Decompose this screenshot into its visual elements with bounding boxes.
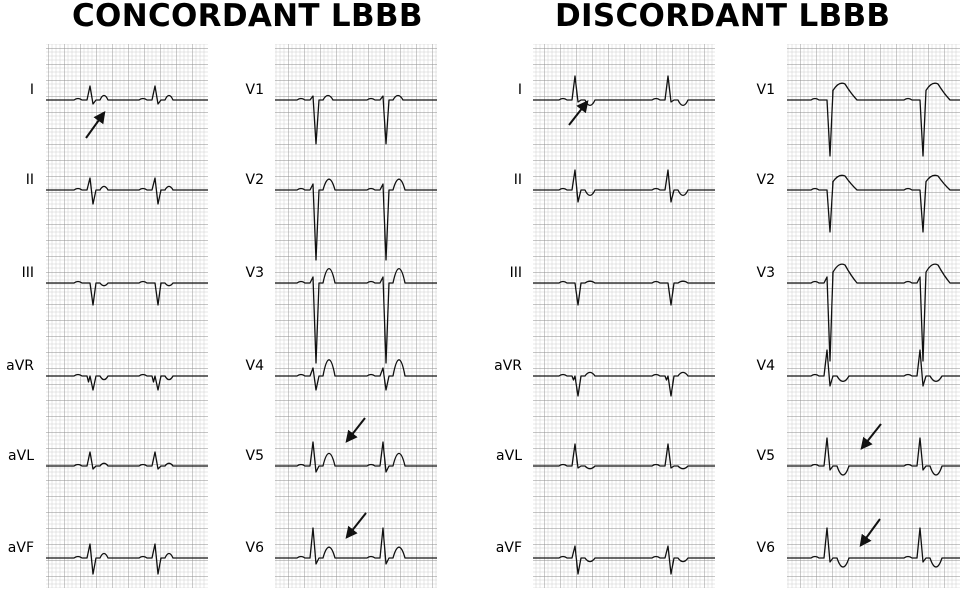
lead-label-concordant-aVL: aVL xyxy=(8,448,34,464)
ecg-trace-discordant-II xyxy=(533,169,715,203)
lead-label-discordant-aVF: aVF xyxy=(496,540,522,556)
ecg-trace-discordant-V2 xyxy=(787,174,960,233)
lead-label-concordant-V2: V2 xyxy=(246,172,264,188)
lead-label-discordant-II: II xyxy=(514,172,522,188)
ecg-trace-discordant-V3 xyxy=(787,263,960,362)
grid-panel-concordant-precordial xyxy=(275,44,437,588)
lead-label-concordant-V5: V5 xyxy=(246,448,264,464)
grid-panel-discordant-limb xyxy=(533,44,715,588)
grid-panel-concordant-limb xyxy=(46,44,208,588)
lead-label-concordant-II: II xyxy=(26,172,34,188)
ecg-trace-discordant-aVF xyxy=(533,545,715,575)
lead-label-discordant-I: I xyxy=(518,82,522,98)
lead-label-discordant-V1: V1 xyxy=(757,82,775,98)
arrow-discordant-V6 xyxy=(859,518,881,547)
ecg-traces xyxy=(46,75,960,575)
ecg-trace-concordant-aVF xyxy=(46,543,208,575)
ecg-trace-concordant-III xyxy=(46,280,208,306)
ecg-trace-discordant-V1 xyxy=(787,82,960,157)
ecg-trace-concordant-V1 xyxy=(275,94,437,145)
ecg-trace-concordant-II xyxy=(46,177,208,205)
arrow-discordant-I xyxy=(568,100,589,126)
lead-labels: IIIIIIaVRaVLaVFV1V2V3V4V5V6IIIIIIaVRaVLa… xyxy=(6,82,775,556)
lead-label-discordant-V3: V3 xyxy=(757,265,775,281)
ecg-trace-discordant-V4 xyxy=(787,349,960,387)
ecg-trace-discordant-V6 xyxy=(787,527,960,568)
concordant-title: CONCORDANT LBBB xyxy=(72,0,423,34)
ecg-trace-concordant-V6 xyxy=(275,527,437,565)
lead-label-discordant-III: III xyxy=(510,265,522,281)
ecg-trace-concordant-aVL xyxy=(46,451,208,470)
lead-label-concordant-aVF: aVF xyxy=(8,540,34,556)
ecg-trace-discordant-aVR xyxy=(533,371,715,397)
lead-label-concordant-I: I xyxy=(30,82,34,98)
arrow-concordant-V5 xyxy=(345,417,366,443)
lead-label-concordant-aVR: aVR xyxy=(6,358,34,374)
lead-label-discordant-aVL: aVL xyxy=(496,448,522,464)
arrows xyxy=(85,100,882,547)
ecg-trace-discordant-I xyxy=(533,75,715,107)
arrow-discordant-V5 xyxy=(860,423,882,450)
lead-label-concordant-V6: V6 xyxy=(246,540,265,556)
lead-label-discordant-V2: V2 xyxy=(757,172,775,188)
ecg-trace-discordant-III xyxy=(533,280,715,306)
ecg-trace-discordant-aVL xyxy=(533,443,715,470)
lead-label-concordant-III: III xyxy=(22,265,34,281)
lead-label-discordant-V5: V5 xyxy=(757,448,775,464)
arrow-concordant-I xyxy=(85,111,106,139)
ecg-trace-concordant-V5 xyxy=(275,441,437,473)
lead-label-concordant-V3: V3 xyxy=(246,265,264,281)
lead-label-discordant-aVR: aVR xyxy=(494,358,522,374)
ecg-trace-discordant-V5 xyxy=(787,437,960,476)
arrow-concordant-V6 xyxy=(345,512,367,539)
ecg-trace-concordant-V3 xyxy=(275,267,437,364)
ecg-trace-concordant-aVR xyxy=(46,373,208,391)
discordant-title: DISCORDANT LBBB xyxy=(555,0,891,34)
lead-label-discordant-V4: V4 xyxy=(757,358,776,374)
grid-panel-discordant-precordial xyxy=(787,44,960,588)
lead-label-discordant-V6: V6 xyxy=(757,540,776,556)
ecg-trace-concordant-V2 xyxy=(275,178,437,261)
ecg-trace-concordant-I xyxy=(46,85,208,105)
ecg-trace-concordant-V4 xyxy=(275,359,437,391)
lead-label-concordant-V1: V1 xyxy=(246,82,264,98)
lead-label-concordant-V4: V4 xyxy=(246,358,265,374)
